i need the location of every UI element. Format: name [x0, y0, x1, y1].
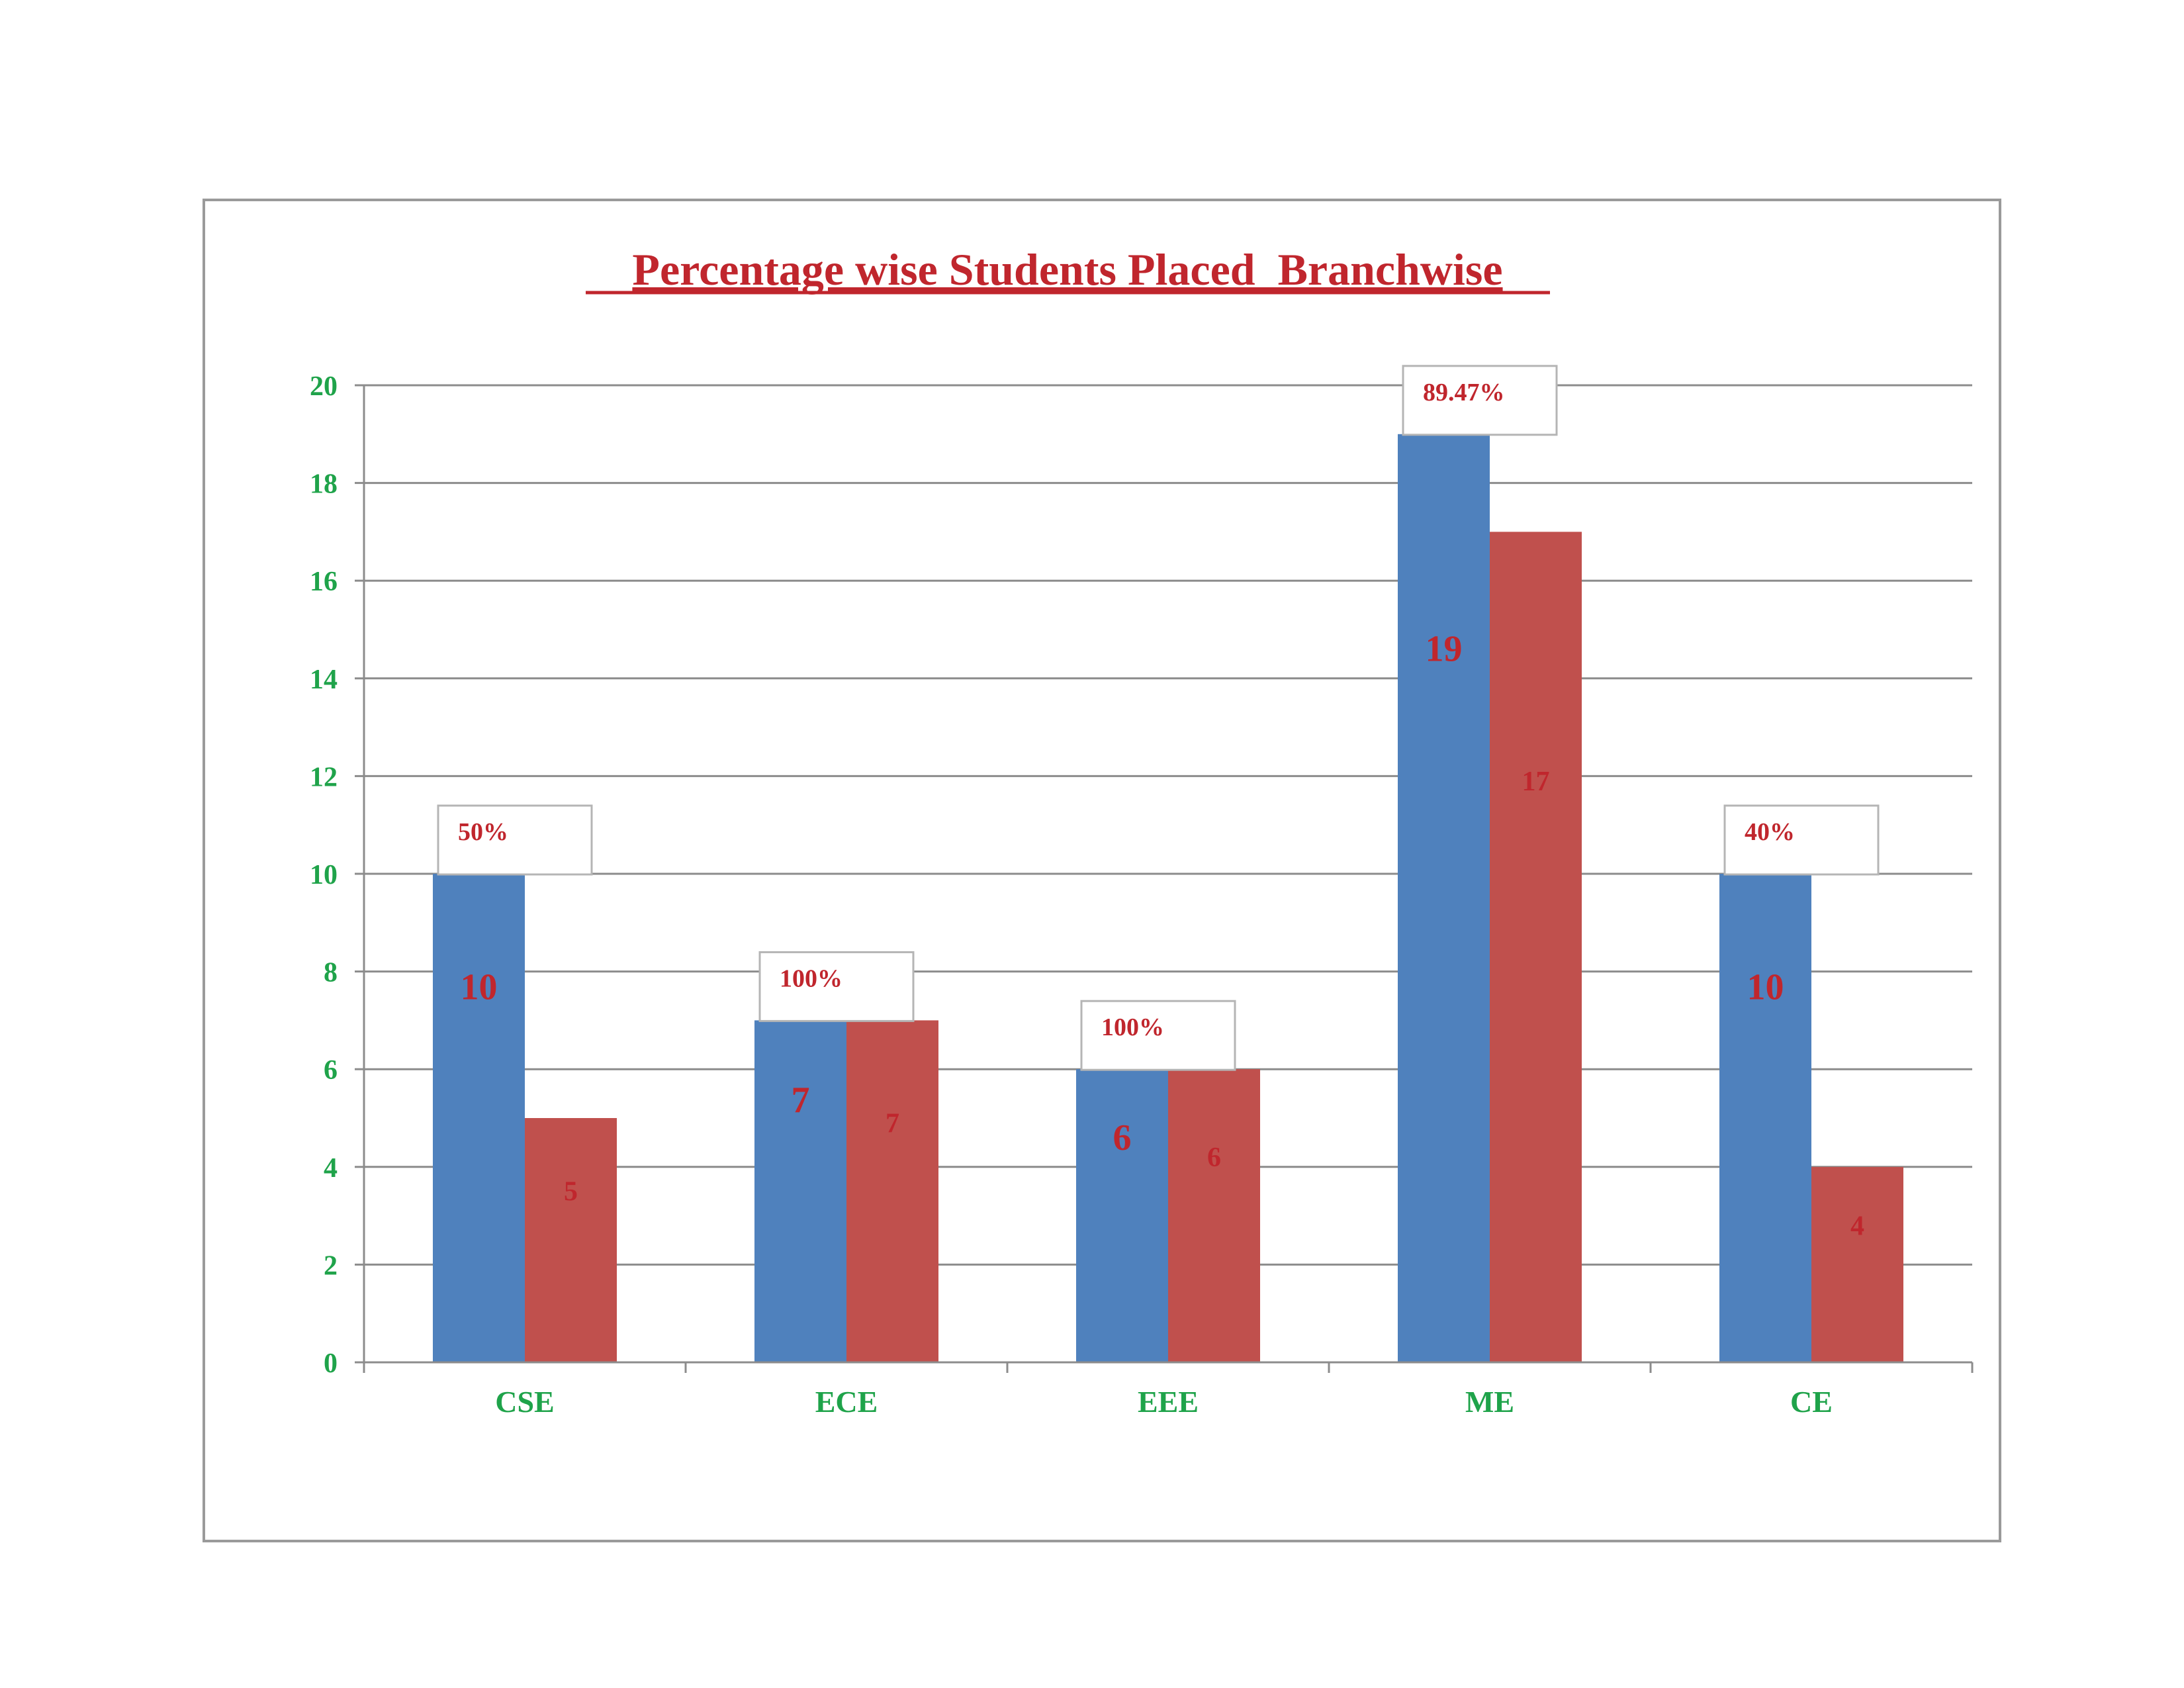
y-tick-label: 8 [324, 958, 338, 988]
percentage-label: 40% [1745, 818, 1795, 846]
y-tick-label: 12 [310, 762, 338, 792]
axes: 0 2 4 6 8 10 12 14 16 18 20 CSE ECE EEE ME CE [310, 371, 1974, 1419]
bar-series-1 [754, 1020, 846, 1362]
bar-series-1 [1076, 1069, 1168, 1362]
percentage-label: 50% [458, 818, 508, 846]
value-label-series-1: 7 [792, 1080, 810, 1121]
y-tick-label: 10 [310, 860, 338, 890]
value-label-series-1: 19 [1426, 628, 1463, 669]
bar-series-2 [1811, 1166, 1903, 1362]
bar-series-1 [433, 874, 525, 1362]
value-label-series-1: 6 [1113, 1117, 1132, 1158]
x-category-label: CE [1790, 1385, 1833, 1419]
value-label-series-1: 10 [1747, 967, 1784, 1008]
data-labels: 10 5 50% 7 7 100% 6 6 100% 19 17 89.47% 10 4 40% [437, 365, 1880, 1241]
bar-series-2 [525, 1118, 617, 1362]
y-tick-label: 14 [310, 665, 338, 695]
value-label-series-2: 17 [1522, 767, 1550, 797]
percentage-callout-box [758, 951, 915, 1022]
y-tick-label: 4 [324, 1153, 338, 1184]
percentage-callout-box [1402, 365, 1558, 436]
percentage-callout-box [437, 804, 593, 876]
percentage-callout-box [1080, 1000, 1236, 1071]
bar-series-2 [1490, 532, 1582, 1362]
x-category-label: ME [1465, 1385, 1514, 1419]
value-label-series-2: 6 [1207, 1143, 1221, 1173]
percentage-label: 100% [780, 964, 842, 992]
y-tick-label: 0 [324, 1348, 338, 1379]
bar-series-2 [846, 1020, 938, 1362]
value-label-series-2: 4 [1850, 1211, 1864, 1241]
value-label-series-2: 5 [564, 1177, 578, 1207]
x-category-label: EEE [1138, 1385, 1199, 1419]
bars [433, 434, 1903, 1362]
y-tick-label: 18 [310, 469, 338, 500]
x-category-label: CSE [495, 1385, 554, 1419]
chart-title: Percentage wise Students Placed Branchwi… [632, 244, 1502, 295]
y-tick-label: 6 [324, 1055, 338, 1086]
y-tick-label: 16 [310, 567, 338, 597]
gridlines [364, 384, 1972, 1266]
bar-series-1 [1719, 874, 1811, 1362]
value-label-series-2: 7 [886, 1108, 899, 1139]
y-tick-label: 2 [324, 1250, 338, 1281]
y-tick-label: 20 [310, 371, 338, 402]
percentage-label: 100% [1101, 1013, 1164, 1041]
bar-series-1 [1398, 434, 1490, 1362]
percentage-callout-box [1723, 804, 1880, 876]
percentage-label: 89.47% [1423, 379, 1505, 406]
bar-series-2 [1168, 1069, 1260, 1362]
value-label-series-1: 10 [461, 967, 498, 1008]
x-category-label: ECE [815, 1385, 878, 1419]
